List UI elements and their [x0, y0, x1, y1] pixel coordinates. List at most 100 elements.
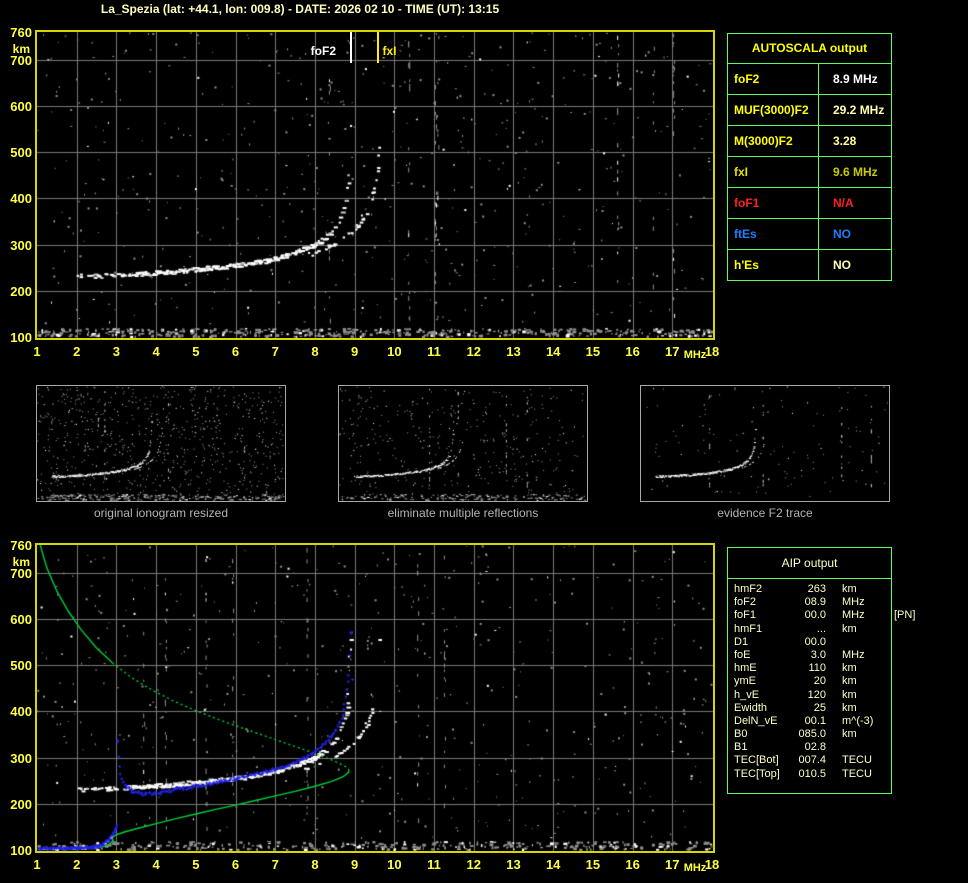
parameter-label: foF1: [728, 188, 819, 218]
x-axis-tick-label: 3: [112, 344, 121, 359]
autoscala-row-h'Es: h'Es NO: [728, 249, 891, 280]
parameter-label: B1: [734, 741, 748, 754]
x-axis-tick-label: 4: [152, 857, 160, 872]
parameter-flag: [888, 728, 894, 741]
thumbnail-evidence-canvas: [641, 386, 889, 501]
x-axis-tick-label: 15: [585, 857, 601, 872]
x-axis-tick-label: 1: [33, 344, 41, 359]
parameter-value: 007.4: [798, 754, 826, 767]
parameter-unit: MHz: [842, 596, 865, 609]
parameter-label: foF2: [728, 64, 819, 94]
y-axis-tick-label: 700: [10, 52, 32, 68]
parameter-flag: [888, 662, 894, 675]
x-axis-tick-label: 12: [466, 857, 481, 872]
parameter-label: hmE: [734, 662, 757, 675]
aip-row-foE: foE 3.0 MHz: [728, 649, 891, 662]
parameter-label: foF2: [734, 596, 757, 609]
autoscala-output-table: AUTOSCALA output foF2 8.9 MHz MUF(3000)F2 2…: [727, 33, 892, 281]
aip-output-table: AIP output hmF2 263 km foF2 08.9 MHz foF1 00.0 M…: [727, 547, 915, 794]
parameter-flag: [888, 583, 894, 596]
thumbnail-eliminate-caption: eliminate multiple reflections: [387, 506, 539, 520]
parameter-value: 20: [813, 675, 826, 688]
x-axis-tick-label: 4: [152, 344, 160, 359]
parameter-value: 8.9 MHz: [833, 72, 878, 86]
thumbnail-evidence-caption: evidence F2 trace: [717, 506, 813, 520]
parameter-label: D1: [734, 635, 749, 648]
parameter-value: 263: [807, 583, 826, 595]
y-axis-unit-label: km: [12, 555, 30, 569]
y-axis-tick-label: 300: [10, 237, 32, 253]
parameter-label: foE: [734, 648, 751, 661]
parameter-flag: [888, 741, 894, 754]
foF2-marker-label: foF2: [310, 44, 337, 58]
x-axis-tick-label: 8: [311, 344, 319, 359]
parameter-value: 29.2 MHz: [833, 103, 885, 117]
x-axis-tick-label: 15: [585, 344, 601, 359]
y-axis-tick-label: 400: [10, 191, 32, 207]
parameter-value: N/A: [833, 196, 854, 210]
x-axis-tick-label: 13: [506, 857, 521, 872]
parameter-value: NO: [833, 227, 851, 241]
thumbnail-original-ionogram: [36, 385, 286, 502]
parameter-flag: [888, 649, 894, 662]
parameter-flag: [888, 768, 894, 781]
parameter-unit: MHz: [842, 609, 865, 622]
parameter-value: 00.1: [804, 714, 826, 727]
x-axis-tick-label: 3: [112, 857, 121, 872]
y-axis-tick-label: 400: [10, 704, 32, 720]
aip-row-ymE: ymE 20 km: [728, 675, 891, 688]
parameter-label: fxI: [728, 157, 819, 187]
profile-ionogram-plot: [35, 543, 715, 853]
y-axis-tick-label: 200: [10, 796, 32, 812]
x-axis-tick-label: 16: [625, 857, 640, 872]
aip-row-B1: B1 02.8: [728, 741, 891, 754]
parameter-unit: [826, 636, 888, 649]
x-axis-tick-label: 17: [665, 857, 680, 872]
parameter-unit: [826, 741, 888, 754]
parameter-label: hmF2: [734, 583, 763, 595]
parameter-value: 3.28: [833, 134, 857, 148]
aip-row-DelN_vE: DelN_vE 00.1 m^(-3): [728, 715, 891, 728]
parameter-label: TEC[Bot]: [734, 754, 779, 767]
x-axis-tick-label: 18: [704, 857, 720, 872]
parameter-value: 9.6 MHz: [833, 165, 878, 179]
parameter-value: ...: [816, 622, 826, 635]
x-axis-tick-label: 2: [73, 344, 81, 359]
parameter-value: 3.0: [810, 648, 826, 661]
x-axis-tick-label: 10: [387, 344, 402, 359]
parameter-value: 02.8: [804, 741, 826, 754]
aip-row-hmF1: hmF1... km: [728, 623, 891, 636]
parameter-flag: [PN]: [894, 609, 916, 622]
aip-row-Ewidth: Ewidth 25 km: [728, 702, 891, 715]
autoscala-row-fxI: fxI 9.6 MHz: [728, 156, 891, 187]
parameter-value: 00.0: [804, 609, 826, 622]
x-axis-tick-label: 9: [351, 857, 359, 872]
x-axis-tick-label: 13: [506, 344, 521, 359]
autoscala-row-MUF(3000)F2: MUF(3000)F2 29.2 MHz: [728, 94, 891, 125]
x-axis-tick-label: 7: [271, 857, 279, 872]
y-axis-tick-label: 760: [10, 538, 32, 553]
parameter-unit: MHz: [842, 648, 865, 661]
x-axis-tick-label: 6: [231, 857, 240, 872]
station-date-title: La_Spezia (lat: +44.1, lon: 009.8) - DAT…: [100, 2, 500, 16]
parameter-label: foF1: [734, 609, 757, 622]
parameter-flag: [888, 623, 894, 636]
main-ionogram-plot: [35, 30, 715, 340]
parameter-flag: [888, 675, 894, 688]
y-axis-tick-label: 500: [10, 658, 32, 674]
aip-row-foF1: foF1 00.0 MHz [PN]: [728, 609, 915, 622]
thumbnail-eliminate-canvas: [339, 386, 587, 501]
parameter-value: 08.9: [804, 596, 826, 609]
autoscala-row-foF2: foF2 8.9 MHz: [728, 63, 891, 94]
aip-row-h_vE: h_vE 120 km: [728, 689, 891, 702]
aip-row-TEC[Bot]: TEC[Bot] 007.4 TECU: [728, 754, 891, 767]
x-axis-tick-label: 6: [231, 344, 240, 359]
x-axis-unit-label: MHz: [683, 349, 707, 361]
parameter-label: TEC[Top]: [734, 767, 780, 780]
x-axis-tick-label: 5: [192, 344, 200, 359]
x-axis-tick-label: 12: [466, 344, 481, 359]
fxI-marker-label: fxI: [382, 44, 397, 58]
parameter-value: 120: [807, 688, 826, 701]
x-axis-tick-label: 8: [311, 857, 319, 872]
